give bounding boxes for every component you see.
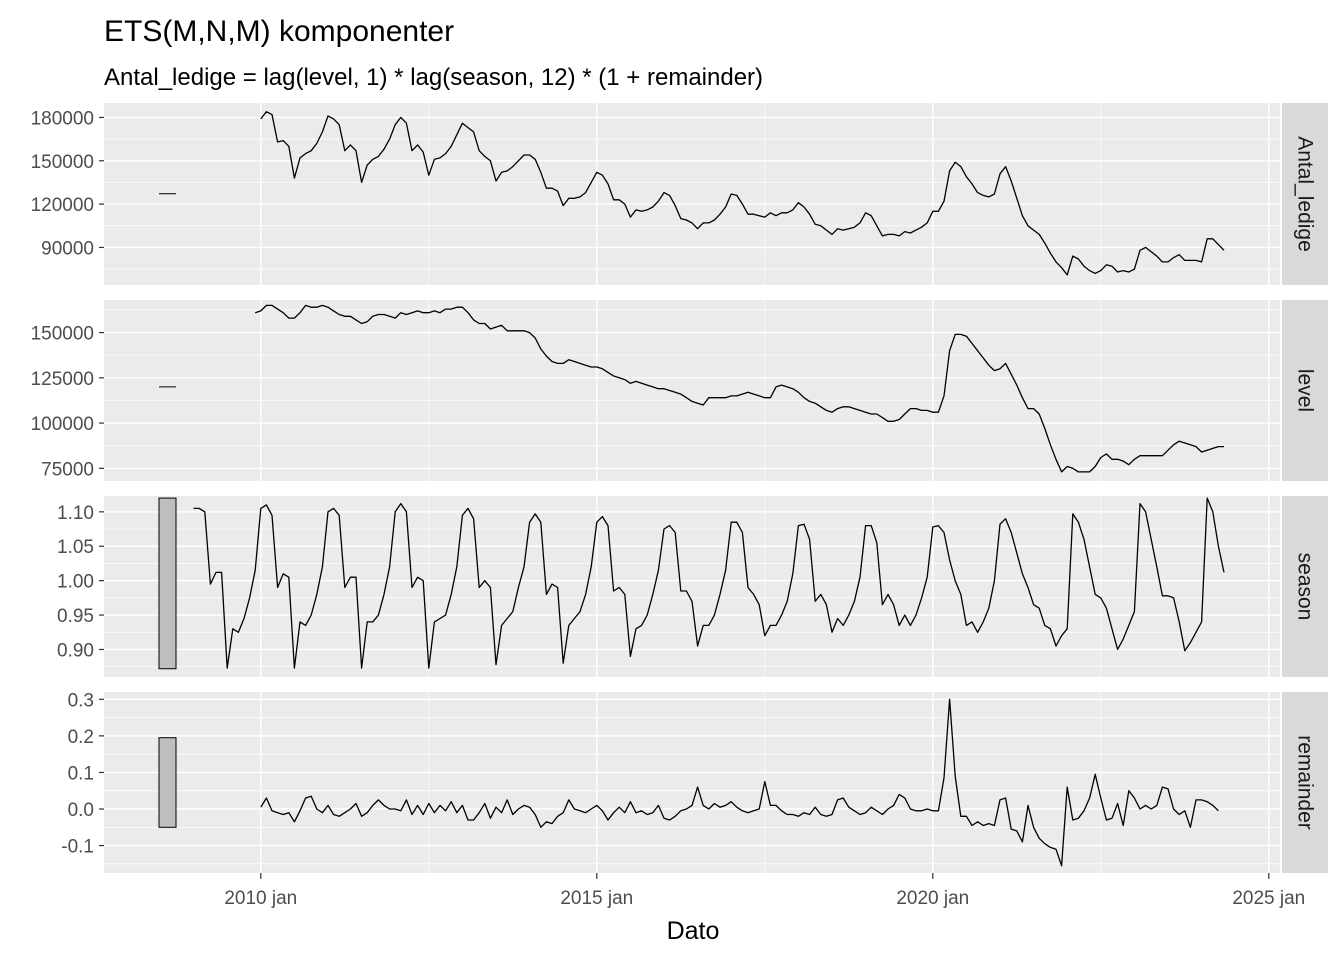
y-tick-label: 1.05	[57, 537, 94, 558]
panel-background	[104, 692, 1280, 873]
y-tick-label: 0.0	[68, 800, 94, 821]
facet-strip-label: season	[1294, 553, 1317, 621]
series-line-remainder	[260, 698, 1219, 867]
y-tick-label: 125000	[31, 369, 94, 390]
x-tick-label: 2020 jan	[896, 888, 969, 909]
facet-strip	[1282, 300, 1328, 481]
x-tick-label: 2015 jan	[560, 888, 633, 909]
panel-background	[104, 300, 1280, 481]
panel-background	[104, 496, 1280, 677]
y-tick-label: 180000	[31, 108, 94, 129]
facet-panels: 90000 120000 150000 180000 Antal_ledige 75000…	[31, 103, 1328, 873]
x-axis: 2010 jan 2015 jan 2020 jan 2025 jan	[224, 873, 1305, 909]
y-tick-label: 120000	[31, 195, 94, 216]
y-tick-label: 0.90	[57, 640, 94, 661]
y-tick-label: -0.1	[61, 837, 94, 858]
range-bar	[158, 497, 177, 670]
facet-strip-label: level	[1294, 369, 1317, 412]
series-line-level	[255, 304, 1224, 473]
y-tick-label: 1.00	[57, 572, 94, 593]
facet-strip	[1282, 103, 1328, 285]
series-line-Antal_ledige	[260, 111, 1225, 276]
y-tick-label: 150000	[31, 152, 94, 173]
panel-level: 75000 100000 125000 150000 level	[31, 300, 1328, 481]
chart-subtitle: Antal_ledige = lag(level, 1) * lag(seaso…	[104, 64, 763, 91]
y-tick-label: 0.3	[68, 690, 94, 711]
panel-Antal_ledige: 90000 120000 150000 180000 Antal_ledige	[31, 103, 1328, 285]
facet-strip	[1282, 692, 1328, 873]
chart-title: ETS(M,N,M) komponenter	[104, 15, 454, 48]
y-tick-label: 0.1	[68, 763, 94, 784]
y-tick-label: 0.95	[57, 606, 94, 627]
y-tick-label: 100000	[31, 414, 94, 435]
y-tick-label: 1.10	[57, 503, 94, 524]
y-tick-label: 90000	[41, 238, 94, 259]
y-tick-label: 75000	[41, 459, 94, 480]
y-tick-label: 150000	[31, 324, 94, 345]
y-tick-label: 0.2	[68, 727, 94, 748]
x-tick-label: 2025 jan	[1232, 888, 1305, 909]
range-bar	[158, 737, 177, 828]
x-axis-title: Dato	[667, 917, 720, 945]
x-tick-label: 2010 jan	[224, 888, 297, 909]
facet-strip-label: Antal_ledige	[1294, 136, 1317, 252]
series-line-season	[193, 497, 1225, 669]
facet-strip-label: remainder	[1294, 735, 1317, 830]
panel-remainder: -0.1 0.0 0.1 0.2 0.3 remainder	[61, 690, 1328, 873]
facet-strip	[1282, 496, 1328, 677]
panel-background	[104, 103, 1280, 285]
panel-season: 0.90 0.95 1.00 1.05 1.10 season	[57, 496, 1328, 677]
